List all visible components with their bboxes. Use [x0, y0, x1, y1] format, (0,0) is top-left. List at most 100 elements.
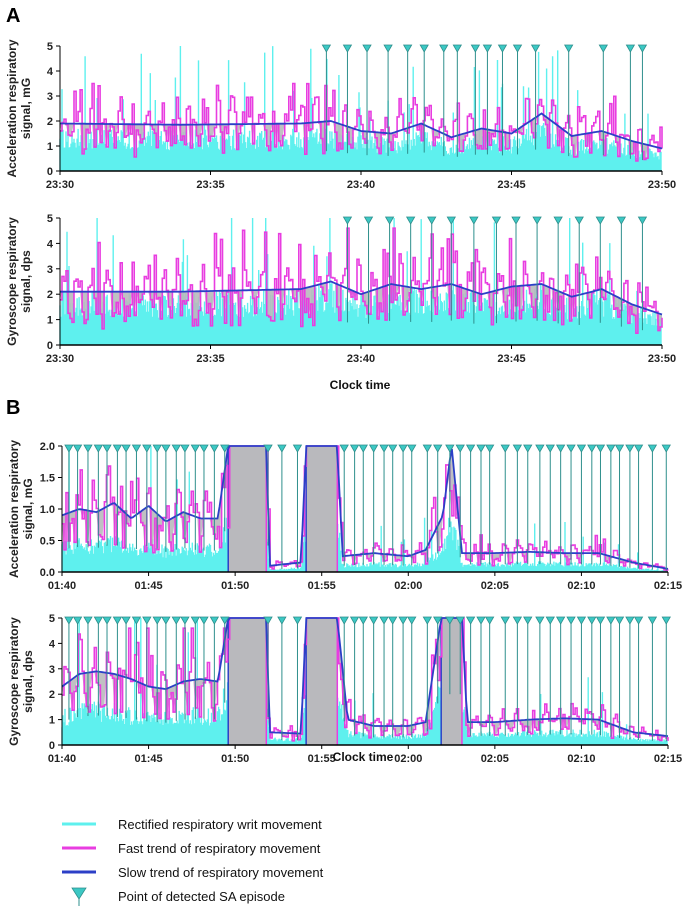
sa-episode-marker: [152, 616, 162, 625]
sa-episode-marker: [342, 216, 353, 225]
y-tick-label: 2.0: [40, 441, 55, 453]
sa-episode-marker: [121, 444, 131, 453]
sa-episode-marker: [277, 444, 287, 453]
sa-episode-marker: [606, 444, 616, 453]
sa-episode-marker: [112, 616, 123, 625]
sa-episode-marker: [555, 444, 566, 453]
sa-episode-marker: [220, 616, 230, 625]
y-axis-label-line: Acceleration respiratory: [5, 39, 19, 177]
x-tick-label: 01:45: [135, 580, 163, 592]
x-tick-label: 23:35: [196, 353, 224, 365]
sa-episode-marker: [263, 444, 273, 453]
sa-episode-marker: [131, 616, 142, 625]
y-tick-label: 1: [49, 715, 55, 727]
sa-episode-marker: [455, 616, 465, 625]
x-tick-label: 01:50: [221, 753, 249, 765]
sa-episode-marker: [358, 616, 368, 625]
sa-episode-marker: [379, 616, 389, 625]
sa-episode-marker: [497, 44, 508, 53]
sa-episode-marker: [83, 616, 93, 625]
sa-episode-marker: [470, 44, 481, 53]
sa-episode-marker: [64, 616, 74, 625]
series-slow-trend: [61, 445, 669, 570]
chart-b-gyroscope: 0 1 2 3 4 5 01:40 01:45 01:50 01:55 02:00 02:05 02:1…: [7, 613, 682, 765]
sa-episode-marker: [633, 616, 644, 625]
sa-episode-marker: [439, 44, 449, 53]
saturated-block-0: [228, 618, 267, 745]
sa-episode-marker: [465, 616, 476, 625]
sa-episode-marker: [422, 444, 433, 453]
sa-episode-marker: [64, 444, 74, 453]
sa-episode-marker: [72, 444, 83, 453]
sa-episode-marker: [647, 444, 658, 453]
sa-episode-marker: [564, 44, 574, 53]
y-tick-label: 2: [47, 289, 53, 301]
sa-episode-marker: [476, 616, 486, 625]
sa-episode-marker: [511, 216, 521, 225]
sa-episode-marker: [339, 616, 349, 625]
x-tick-label: 02:05: [481, 753, 509, 765]
sa-episode-marker: [555, 616, 566, 625]
sa-episode-marker: [455, 444, 465, 453]
sa-episode-marker: [398, 616, 408, 625]
x-tick-label: 02:10: [567, 753, 595, 765]
sa-episode-marker: [484, 616, 495, 625]
sa-episode-marker: [93, 444, 104, 453]
sa-episode-marker: [595, 444, 606, 453]
sa-episode-marker: [199, 444, 209, 453]
sa-episode-marker: [190, 444, 201, 453]
sa-episode-marker: [277, 616, 287, 625]
y-axis-label-line: Gyroscope respiratory: [7, 617, 21, 746]
y-axis-label: Acceleration respiratorysignal, mG: [7, 440, 35, 578]
sa-episode-marker: [407, 616, 417, 625]
sa-episode-marker: [263, 616, 273, 625]
saturated-block-0: [228, 446, 267, 572]
x-tick-label: 02:05: [481, 580, 509, 592]
sa-episode-marker: [633, 444, 644, 453]
saturated-block-1: [306, 446, 338, 572]
sa-episode-markers: [64, 444, 671, 571]
chart-a-acceleration: 0 1 2 3 4 5 23:30 23:35 23:40 23:45 23:50 Accelerat…: [5, 39, 676, 191]
sa-episode-marker: [491, 216, 502, 225]
sa-episode-marker: [384, 216, 395, 225]
sa-episode-marker: [574, 216, 584, 225]
series-slow-trend: [60, 280, 663, 316]
y-tick-label: 4: [47, 66, 54, 78]
y-tick-label: 1.0: [40, 504, 55, 516]
y-tick-label: 5: [47, 213, 53, 225]
x-tick-label: 23:45: [497, 353, 525, 365]
sa-episode-marker: [484, 444, 495, 453]
sa-episode-marker: [512, 44, 523, 53]
sa-episode-marker: [388, 444, 398, 453]
sa-episode-marker: [427, 216, 437, 225]
series-fast-trend: [62, 445, 669, 572]
x-axis-label-a: Clock time: [330, 378, 391, 392]
series-fast-trend: [60, 82, 663, 162]
sa-episode-marker: [647, 616, 658, 625]
x-tick-label: 01:45: [135, 753, 163, 765]
legend-item: Point of detected SA episode: [71, 887, 285, 906]
sa-episode-marker: [292, 616, 303, 625]
sa-episode-marker: [614, 444, 625, 453]
sa-episode-marker: [112, 444, 123, 453]
sa-episode-marker: [358, 444, 368, 453]
y-axis-label-line: Gyroscope respiratory: [5, 217, 19, 346]
sa-episode-marker: [576, 616, 587, 625]
legend-label: Point of detected SA episode: [118, 889, 285, 904]
legend-label: Rectified respiratory writ movement: [118, 817, 322, 832]
x-tick-label: 02:00: [394, 580, 422, 592]
panel-a-label: A: [6, 5, 20, 27]
sa-episode-marker: [368, 444, 379, 453]
sa-episode-marker: [535, 616, 545, 625]
sa-episode-marker: [220, 444, 230, 453]
sa-episode-marker: [339, 444, 349, 453]
sa-episode-marker: [433, 616, 443, 625]
sa-episode-marker: [142, 444, 152, 453]
y-tick-label: 1: [47, 315, 53, 327]
sa-episode-marker: [407, 444, 417, 453]
sa-episode-marker: [545, 616, 555, 625]
x-axis-label-b: Clock time: [333, 750, 394, 764]
y-axis-label-line: Acceleration respiratory: [7, 440, 21, 578]
x-tick-label: 23:45: [497, 179, 525, 191]
